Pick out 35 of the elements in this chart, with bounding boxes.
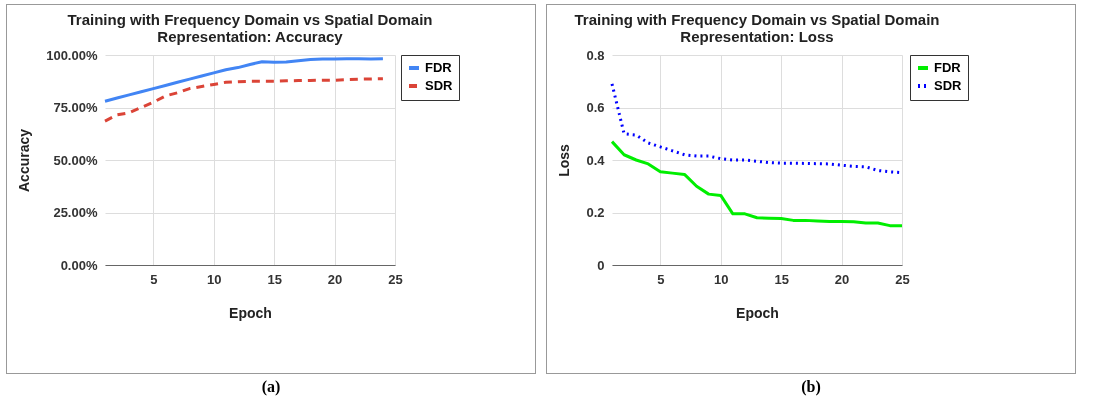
y-tick-label: 0.6 xyxy=(586,100,605,115)
y-axis-title: Accuracy xyxy=(16,128,33,193)
line-series xyxy=(610,140,904,228)
y-tick-label: 50.00% xyxy=(53,152,98,168)
y-tick-label: 0.2 xyxy=(586,205,605,220)
y-tick-label: 75.00% xyxy=(53,100,98,115)
x-tick-label: 20 xyxy=(834,271,850,287)
text: (a) xyxy=(261,378,281,396)
y-tick-label: 0.00% xyxy=(60,257,98,273)
legend-label: FDR xyxy=(425,60,453,75)
x-tick-label: 15 xyxy=(774,271,789,287)
x-tick-label: 10 xyxy=(714,271,729,287)
y-axis-title: Loss xyxy=(556,143,573,177)
x-tick-label: 10 xyxy=(207,271,222,287)
x-tick-label: 25 xyxy=(895,271,910,287)
y-tick-label: 0 xyxy=(597,257,605,273)
line-series xyxy=(103,57,385,103)
line-series xyxy=(103,77,385,123)
legend-label: SDR xyxy=(934,78,963,93)
x-tick-label: 15 xyxy=(267,271,282,287)
chart-title: Training with Frequency Domain vs Spatial Domain Representation: Loss xyxy=(574,11,940,45)
x-axis-title: Epoch xyxy=(229,304,272,321)
text: (b) xyxy=(801,378,821,396)
legend-label: FDR xyxy=(934,60,962,75)
x-tick-label: 5 xyxy=(150,271,158,287)
x-axis-title: Epoch xyxy=(736,304,779,321)
legend-label: SDR xyxy=(425,78,454,93)
y-tick-label: 100.00% xyxy=(46,47,98,63)
x-tick-label: 20 xyxy=(327,271,343,287)
y-tick-label: 25.00% xyxy=(53,205,98,220)
y-tick-label: 0.8 xyxy=(586,47,605,63)
chart-title: Training with Frequency Domain vs Spatial Domain Representation: Accuracy xyxy=(67,11,433,45)
x-tick-label: 5 xyxy=(657,271,665,287)
x-tick-label: 25 xyxy=(388,271,403,287)
y-tick-label: 0.4 xyxy=(586,152,606,168)
